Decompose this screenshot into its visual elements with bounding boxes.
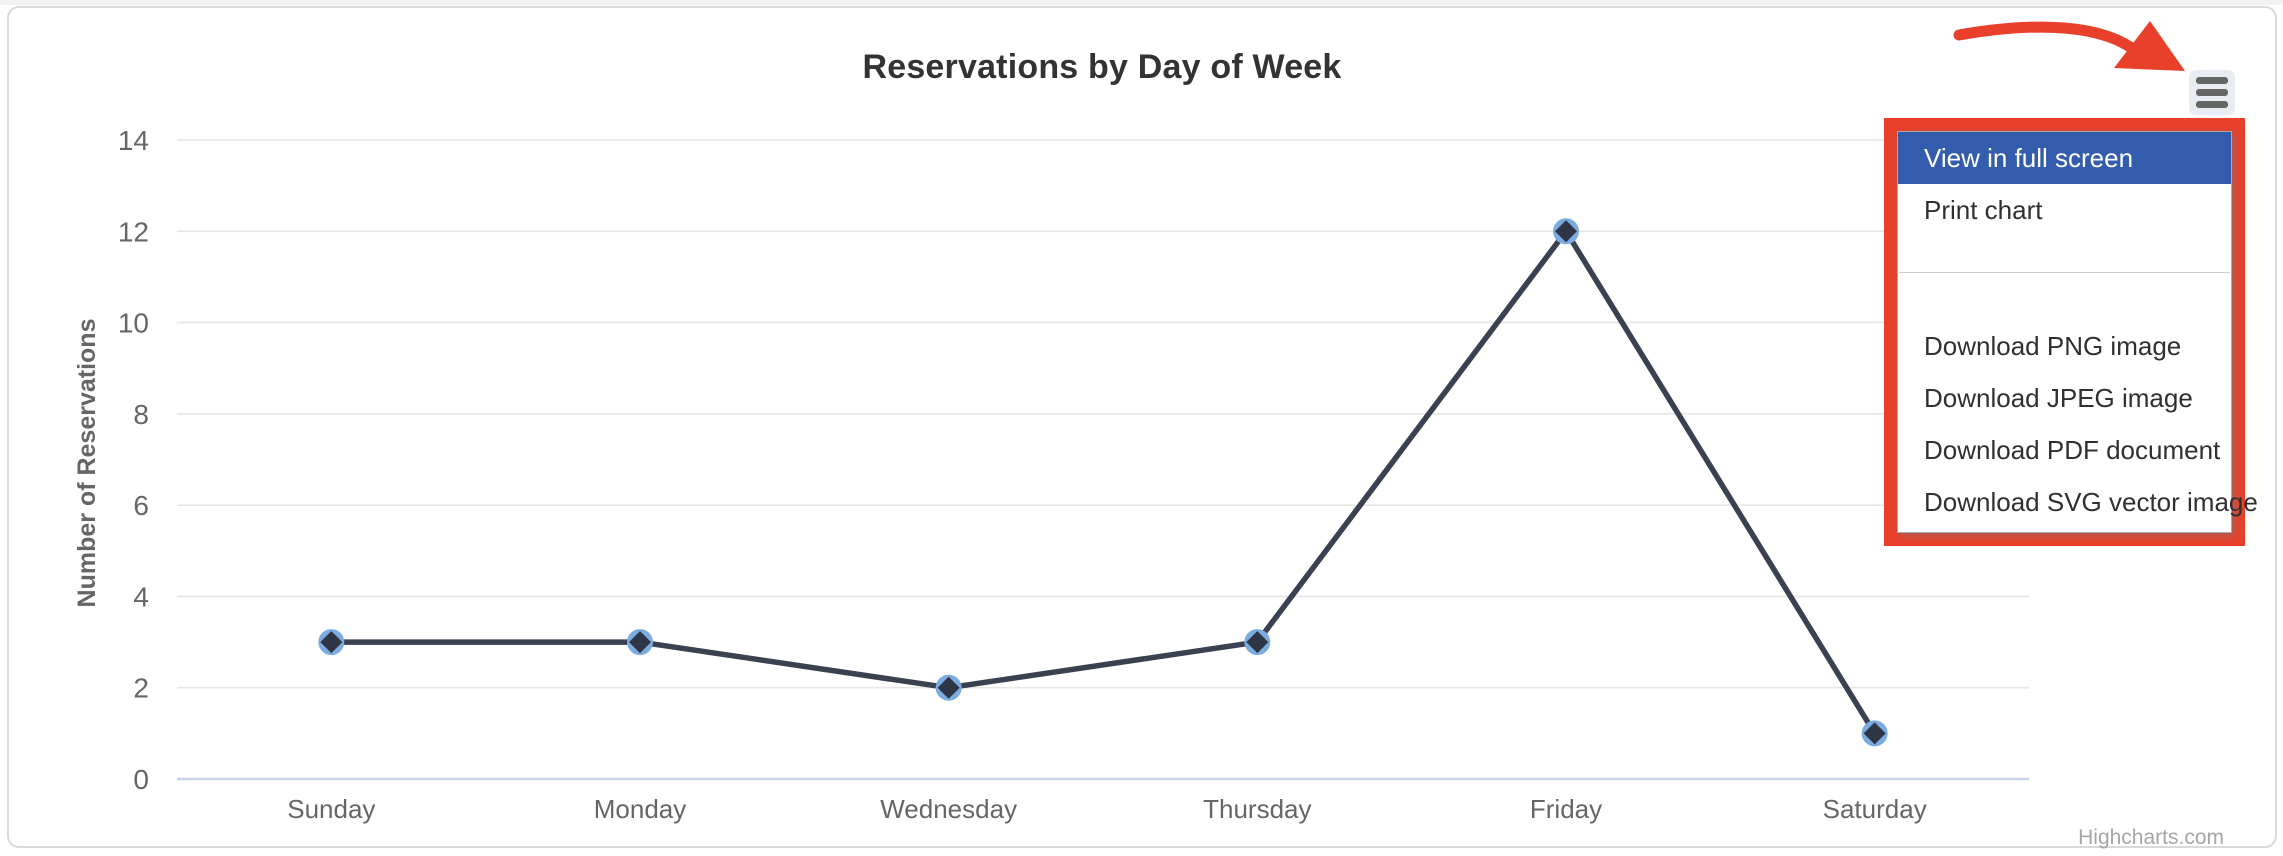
menu-item-download-jpeg-image[interactable]: Download JPEG image [1924, 383, 2193, 413]
y-tick-label: 0 [133, 764, 149, 795]
highcharts-credit[interactable]: Highcharts.com [2078, 826, 2224, 849]
x-tick-label[interactable]: Monday [594, 794, 687, 824]
hamburger-icon [2196, 77, 2228, 84]
y-tick-label: 6 [133, 490, 149, 521]
menu-item-download-pdf-document[interactable]: Download PDF document [1924, 435, 2221, 465]
y-axis-title: Number of Reservations [73, 319, 101, 608]
x-tick-label[interactable]: Sunday [287, 794, 375, 824]
y-tick-label: 4 [133, 581, 149, 612]
x-tick-label[interactable]: Wednesday [880, 794, 1017, 824]
x-tick-label[interactable]: Saturday [1823, 794, 1927, 824]
data-point-wednesday[interactable] [937, 676, 960, 699]
y-tick-label: 10 [118, 308, 149, 339]
y-tick-label: 2 [133, 673, 149, 704]
line-chart[interactable]: 0 2 4 6 8 10 12 14 Sunday Monday Wednesday Thursday… [9, 8, 2283, 856]
x-tick-label[interactable]: Friday [1530, 794, 1602, 824]
y-tick-label: 12 [118, 216, 149, 247]
menu-separator [1899, 272, 2230, 273]
y-tick-label: 14 [118, 125, 149, 156]
menu-item-download-png-image[interactable]: Download PNG image [1924, 331, 2182, 361]
x-tick-label[interactable]: Thursday [1203, 794, 1311, 824]
chart-card: Reservations by Day of Week 0 2 4 6 8 10 12 14 S… [7, 6, 2277, 849]
menu-item-view-in-full-screen[interactable]: View in full screen [1898, 132, 2231, 184]
data-point-monday[interactable] [629, 631, 651, 654]
annotation-highlight-box: View in full screen Print chart Download P… [1884, 118, 2258, 546]
data-point-thursday[interactable] [1246, 631, 1269, 654]
y-tick-label: 8 [133, 399, 149, 430]
export-menu: View in full screen Print chart Download P… [1897, 131, 2258, 533]
export-menu-button[interactable] [2189, 70, 2235, 115]
menu-item-print-chart[interactable]: Print chart [1924, 195, 2043, 225]
data-point-saturday[interactable] [1863, 722, 1886, 745]
data-point-friday[interactable] [1555, 220, 1577, 243]
hamburger-icon [2196, 101, 2228, 108]
series-line [328, 228, 1878, 737]
menu-item-download-svg-vector-image[interactable]: Download SVG vector image [1924, 487, 2258, 517]
data-point-sunday[interactable] [320, 631, 343, 654]
hamburger-icon [2196, 89, 2228, 96]
page-background-strip [0, 0, 2283, 5]
chart-title: Reservations by Day of Week [862, 48, 1342, 86]
